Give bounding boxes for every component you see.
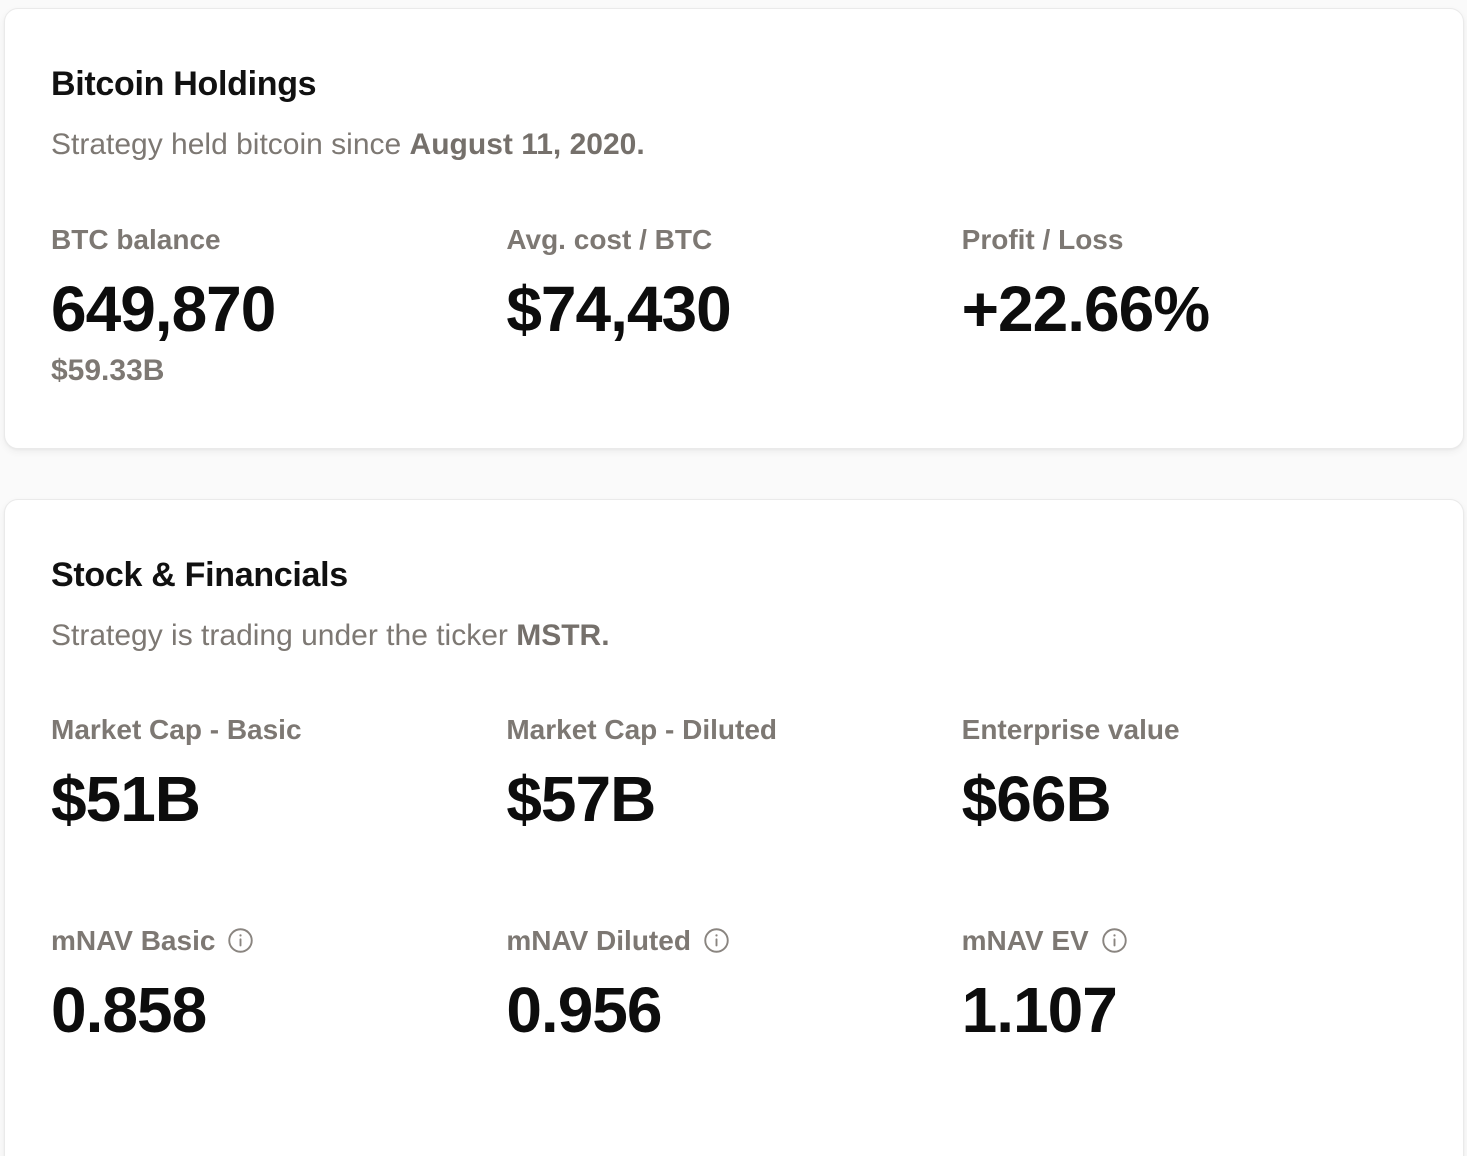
stat-profit-loss: Profit / Loss +22.66% bbox=[962, 224, 1417, 388]
stat-market-cap-basic: Market Cap - Basic $51B bbox=[51, 714, 506, 834]
bitcoin-holdings-stats: BTC balance 649,870 $59.33B Avg. cost / … bbox=[51, 224, 1417, 388]
stat-label: Profit / Loss bbox=[962, 224, 1417, 256]
stat-label-text: BTC balance bbox=[51, 223, 221, 255]
stat-value: 0.858 bbox=[51, 973, 207, 1046]
stat-avg-cost: Avg. cost / BTC $74,430 bbox=[506, 224, 961, 388]
stat-label: mNAV Basic bbox=[51, 925, 506, 957]
stat-label: BTC balance bbox=[51, 224, 506, 256]
stat-value: $57B bbox=[506, 763, 656, 836]
holding-since-date: August 11, 2020. bbox=[409, 128, 645, 161]
market-cap-stats: Market Cap - Basic $51B Market Cap - Dil… bbox=[51, 714, 1417, 834]
stat-label-text: mNAV Basic bbox=[51, 924, 216, 956]
stat-mnav-ev: mNAV EV 1.107 bbox=[962, 925, 1417, 1045]
stat-market-cap-diluted: Market Cap - Diluted $57B bbox=[506, 714, 961, 834]
stat-value: 0.956 bbox=[506, 973, 662, 1046]
stat-label: Market Cap - Diluted bbox=[506, 714, 961, 746]
stat-value: +22.66% bbox=[961, 272, 1210, 345]
stat-label-text: Market Cap - Basic bbox=[51, 714, 302, 746]
subtitle-text: Strategy is trading under the ticker bbox=[51, 618, 517, 652]
mnav-ev-info-button[interactable] bbox=[1101, 927, 1128, 954]
mnav-basic-info-button[interactable] bbox=[227, 927, 254, 954]
info-circle-icon bbox=[1102, 928, 1127, 953]
stat-label: Market Cap - Basic bbox=[51, 714, 506, 746]
stat-label: mNAV EV bbox=[962, 925, 1417, 957]
stat-label: Enterprise value bbox=[962, 714, 1417, 746]
stat-label-text: Market Cap - Diluted bbox=[506, 714, 778, 746]
mnav-diluted-info-button[interactable] bbox=[703, 927, 730, 954]
stat-value: 1.107 bbox=[961, 973, 1118, 1046]
bitcoin-holdings-subtitle: Strategy held bitcoin since August 11, 2… bbox=[51, 126, 1417, 164]
stat-value: 649,870 bbox=[51, 272, 276, 345]
stat-label-text: mNAV Diluted bbox=[506, 924, 691, 956]
stat-value: $51B bbox=[51, 763, 201, 836]
bitcoin-holdings-card: Bitcoin Holdings Strategy held bitcoin s… bbox=[4, 8, 1464, 449]
stat-label-text: Profit / Loss bbox=[961, 223, 1124, 255]
stock-financials-card: Stock & Financials Strategy is trading u… bbox=[4, 498, 1464, 1156]
stat-enterprise-value: Enterprise value $66B bbox=[962, 714, 1417, 834]
ticker-symbol: MSTR. bbox=[516, 618, 610, 652]
info-circle-icon bbox=[228, 928, 254, 953]
stock-financials-subtitle: Strategy is trading under the ticker MST… bbox=[51, 617, 1417, 655]
mnav-stats: mNAV Basic 0.858 mNAV Diluted bbox=[51, 925, 1417, 1045]
subtitle-text: Strategy held bitcoin since bbox=[51, 128, 410, 161]
stock-financials-title: Stock & Financials bbox=[51, 555, 348, 594]
stat-label-text: Enterprise value bbox=[961, 714, 1180, 746]
stat-subvalue: $59.33B bbox=[51, 353, 165, 387]
info-circle-icon bbox=[704, 928, 729, 953]
stat-btc-balance: BTC balance 649,870 $59.33B bbox=[51, 224, 506, 388]
bitcoin-holdings-title: Bitcoin Holdings bbox=[51, 65, 317, 103]
stat-label: Avg. cost / BTC bbox=[506, 224, 961, 256]
stat-label: mNAV Diluted bbox=[506, 925, 961, 957]
stat-mnav-basic: mNAV Basic 0.858 bbox=[51, 925, 506, 1045]
stat-mnav-diluted: mNAV Diluted 0.956 bbox=[506, 925, 961, 1045]
stat-value: $66B bbox=[961, 763, 1112, 836]
stat-value: $74,430 bbox=[506, 272, 731, 345]
stat-label-text: Avg. cost / BTC bbox=[506, 223, 713, 255]
stat-label-text: mNAV EV bbox=[961, 924, 1089, 956]
